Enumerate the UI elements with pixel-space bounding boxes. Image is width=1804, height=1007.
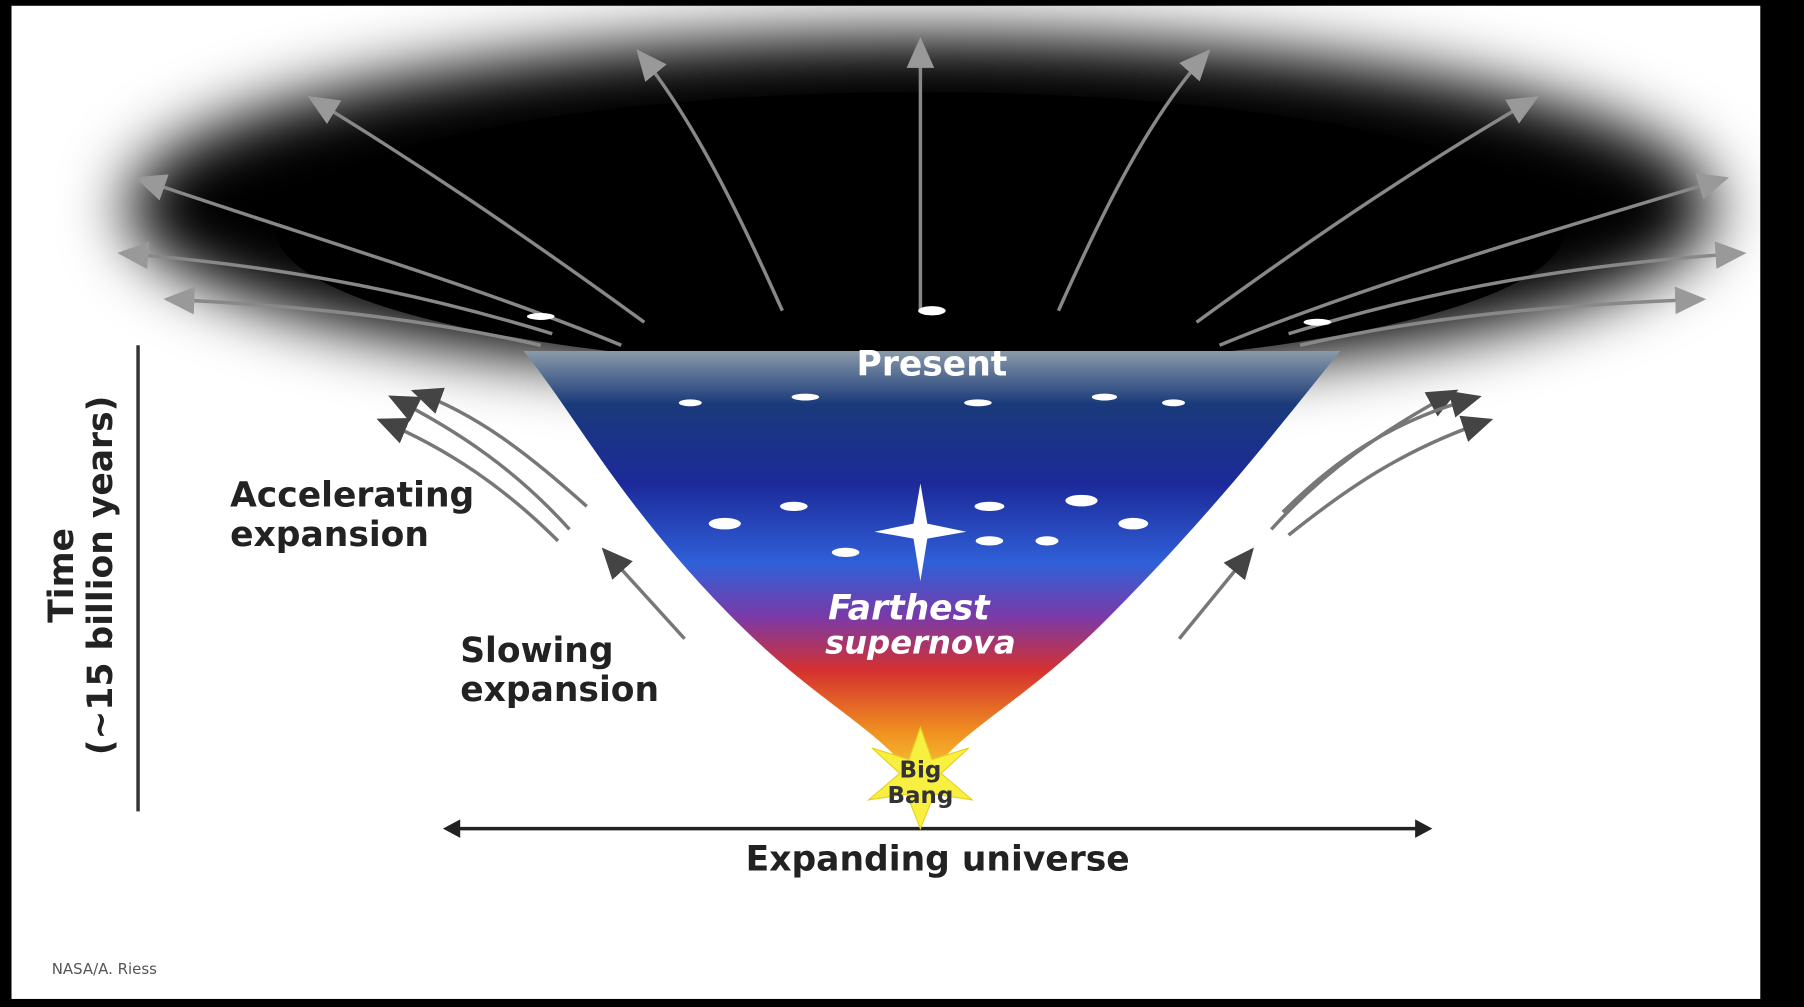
frame [0, 0, 1804, 6]
slowing-label: Slowing [460, 631, 613, 671]
credit: NASA/A. Riess [52, 960, 157, 978]
present-label: Present [857, 344, 1008, 384]
frame [0, 0, 12, 1007]
accelerating-label: Accelerating [230, 476, 474, 516]
diagram: Present Accelerating expansion Slowing e… [0, 0, 1804, 1007]
big-bang-label: Big [899, 758, 941, 784]
y-axis-label: Time [42, 528, 82, 623]
x-axis-label: Expanding universe [746, 839, 1130, 879]
frame [1760, 0, 1804, 1007]
accelerating-label: expansion [230, 515, 429, 555]
supernova-label: supernova [825, 623, 1016, 661]
frame [0, 999, 1804, 1007]
supernova-label: Farthest [828, 588, 991, 628]
page: {"diagram": { "present": "Present", "acc… [0, 0, 1804, 1007]
slowing-label: expansion [460, 670, 659, 710]
big-bang-label: Bang [887, 783, 953, 809]
y-axis-label: (~15 billion years) [81, 396, 121, 756]
